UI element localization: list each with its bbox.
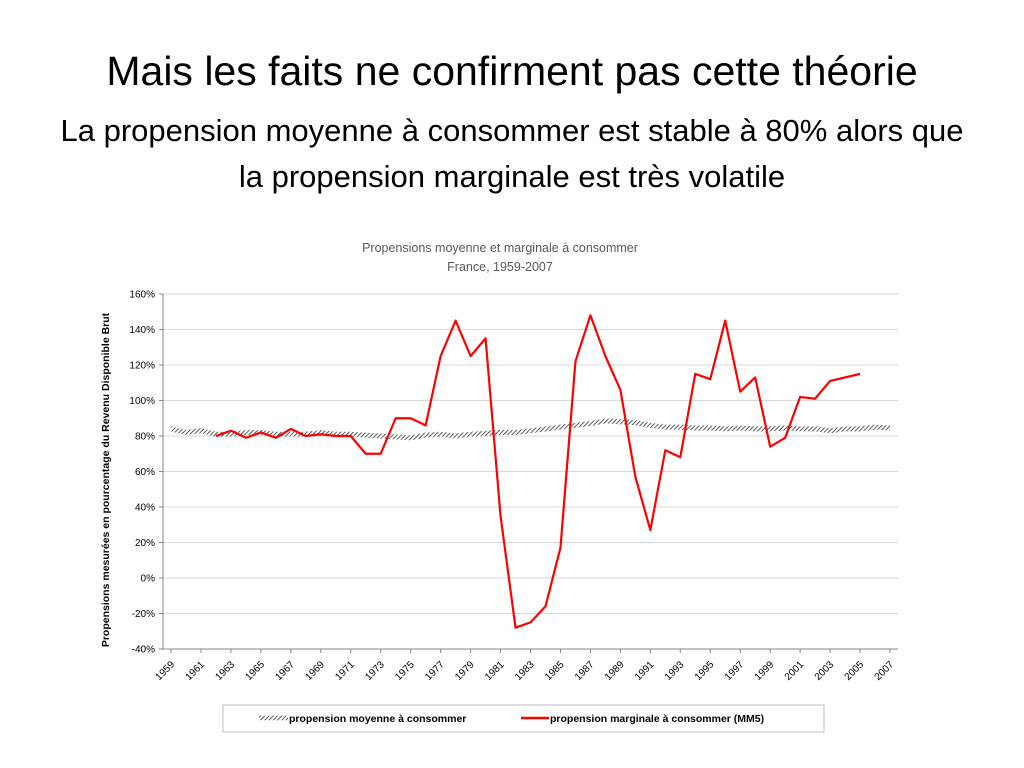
x-tick-label: 1981 <box>483 659 507 683</box>
x-tick-label: 1969 <box>303 659 327 683</box>
y-axis-label: Propensions mesurées en pourcentage du R… <box>100 312 112 647</box>
y-tick-label: 120% <box>129 361 155 372</box>
x-tick-label: 1971 <box>333 659 357 683</box>
x-tick-label: 1975 <box>393 659 417 683</box>
x-tick-label: 1993 <box>663 659 687 683</box>
x-tick-label: 1973 <box>363 659 387 683</box>
x-tick-label: 1987 <box>573 659 597 683</box>
x-tick-label: 1967 <box>273 659 297 683</box>
chart-title: Propensions moyenne et marginale à conso… <box>362 241 638 255</box>
x-tick-label: 1959 <box>154 659 178 683</box>
legend-label-marginale: propension marginale à consommer (MM5) <box>550 713 764 725</box>
x-tick-label: 1999 <box>753 659 777 683</box>
y-tick-label: 100% <box>129 396 155 407</box>
x-tick-label: 1991 <box>633 659 657 683</box>
chart-subtitle: France, 1959-2007 <box>447 260 553 274</box>
series-lines <box>170 314 891 629</box>
x-tick-label: 1997 <box>723 659 747 683</box>
x-tick-label: 1983 <box>513 659 537 683</box>
series-line-moyenne <box>170 418 891 441</box>
legend: propension moyenne à consommer propensio… <box>222 704 825 733</box>
x-tick-label: 1965 <box>243 659 267 683</box>
x-tick-label: 1985 <box>543 659 567 683</box>
y-tick-label: 80% <box>135 432 155 443</box>
x-tick-label: 1979 <box>453 659 477 683</box>
x-tick-label: 2003 <box>813 659 837 683</box>
series-line-marginale <box>215 314 861 629</box>
y-tick-labels: -40% -20% 0% 20% 40% 60% 80% 100% 120% 140% 160% <box>129 290 155 656</box>
y-tick-label: -40% <box>132 645 155 656</box>
x-tick-label: 2005 <box>843 659 867 683</box>
x-tick-label: 1995 <box>693 659 717 683</box>
x-tick-label: 2001 <box>783 659 807 683</box>
slide-title: Mais les faits ne confirment pas cette t… <box>106 48 918 94</box>
axes <box>162 294 898 653</box>
y-tick-label: -20% <box>132 609 155 620</box>
y-tick-label: 20% <box>135 538 155 549</box>
x-tick-label: 2007 <box>873 659 897 683</box>
y-tick-label: 60% <box>135 467 155 478</box>
y-tick-label: 0% <box>141 574 156 585</box>
y-tick-label: 160% <box>129 290 155 301</box>
x-tick-label: 1961 <box>184 659 208 683</box>
grid-lines <box>159 293 898 650</box>
legend-label-moyenne: propension moyenne à consommer <box>289 713 466 725</box>
x-tick-label: 1989 <box>603 659 627 683</box>
y-tick-label: 40% <box>135 503 155 514</box>
x-tick-label: 1963 <box>214 659 238 683</box>
x-tick-label: 1977 <box>423 659 447 683</box>
x-tick-labels: 1959 1961 1963 1965 1967 1969 1971 1973 1975 1977… <box>154 659 897 683</box>
slide-subtitle: La propension moyenne à consommer est st… <box>60 113 964 194</box>
y-tick-label: 140% <box>129 325 155 336</box>
